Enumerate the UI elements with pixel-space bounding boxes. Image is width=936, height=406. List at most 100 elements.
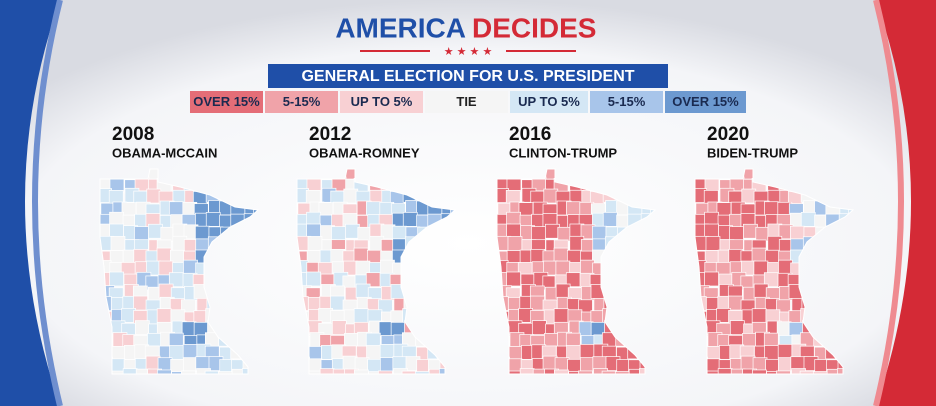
county [122,368,138,374]
title-right: DECIDES [472,12,596,43]
county [205,212,221,227]
county [379,344,395,359]
county [393,368,408,374]
county [134,226,149,241]
county [553,247,569,263]
legend-swatch [190,91,263,113]
county [545,223,560,239]
county [751,247,767,263]
county [601,370,617,374]
county [554,369,569,374]
county [402,212,418,227]
county [134,320,150,335]
county [353,247,369,263]
county [109,223,124,239]
county [741,188,757,204]
county [331,320,347,335]
county [344,368,359,374]
county [752,369,767,374]
county [777,357,793,372]
county [182,344,198,359]
county [330,295,345,311]
legend-swatch [510,91,588,113]
county [307,236,323,251]
county [343,188,359,204]
county [111,370,127,374]
county [414,371,430,374]
legend-label: UP TO 5% [518,94,580,109]
county [378,370,393,374]
county [110,236,126,251]
stars: ★ ★ ★ ★ [444,46,493,58]
red-arc-edge [873,0,904,406]
county [306,271,321,287]
county [121,202,137,217]
county [730,368,746,374]
county [628,368,644,374]
county [764,201,779,217]
county [728,295,743,311]
county [742,368,757,374]
county [530,295,545,311]
county [544,333,559,348]
map-year: 2012 [309,124,351,145]
county [706,370,722,374]
legend-label: 5-15% [283,94,321,109]
county [332,368,348,374]
county [568,371,583,374]
map-matchup: BIDEN-TRUMP [707,145,798,160]
county [217,371,233,374]
county [777,344,793,359]
county [147,368,162,374]
county [182,357,198,372]
title-left: AMERICA [335,12,466,43]
county [729,320,745,335]
county [543,188,559,204]
county [704,223,719,239]
legend-label: 5-15% [608,94,646,109]
county [592,225,607,241]
county [195,225,210,241]
county [169,201,184,217]
county [799,370,815,374]
county [531,226,546,241]
county [318,202,334,217]
county [157,369,172,374]
county [156,247,172,263]
subtitle-banner [268,64,668,88]
county [812,371,828,374]
county [506,271,521,287]
county [593,368,608,374]
county [729,226,744,241]
legend-swatch [340,91,423,113]
county [506,223,521,239]
county [826,368,842,374]
legend-swatch [265,91,338,113]
county [146,188,162,204]
county [331,226,346,241]
county [519,368,535,374]
county [705,236,721,251]
county [717,368,733,374]
county [148,223,163,239]
map-matchup: CLINTON-TRUMP [509,145,617,160]
legend-swatch [590,91,663,113]
county [379,357,395,372]
county [365,332,381,348]
map-year: 2008 [112,124,154,145]
map-matchup: OBAMA-MCCAIN [112,145,217,160]
county [518,202,534,217]
county [716,202,732,217]
county [532,368,548,374]
map-matchup: OBAMA-ROMNEY [309,145,420,160]
legend-label: UP TO 5% [351,94,413,109]
blue-arc-edge [32,0,63,406]
map-year: 2016 [509,124,551,145]
county [614,371,630,374]
county [196,368,211,374]
legend-label: OVER 15% [672,94,739,109]
county [306,223,321,239]
county [308,370,324,374]
